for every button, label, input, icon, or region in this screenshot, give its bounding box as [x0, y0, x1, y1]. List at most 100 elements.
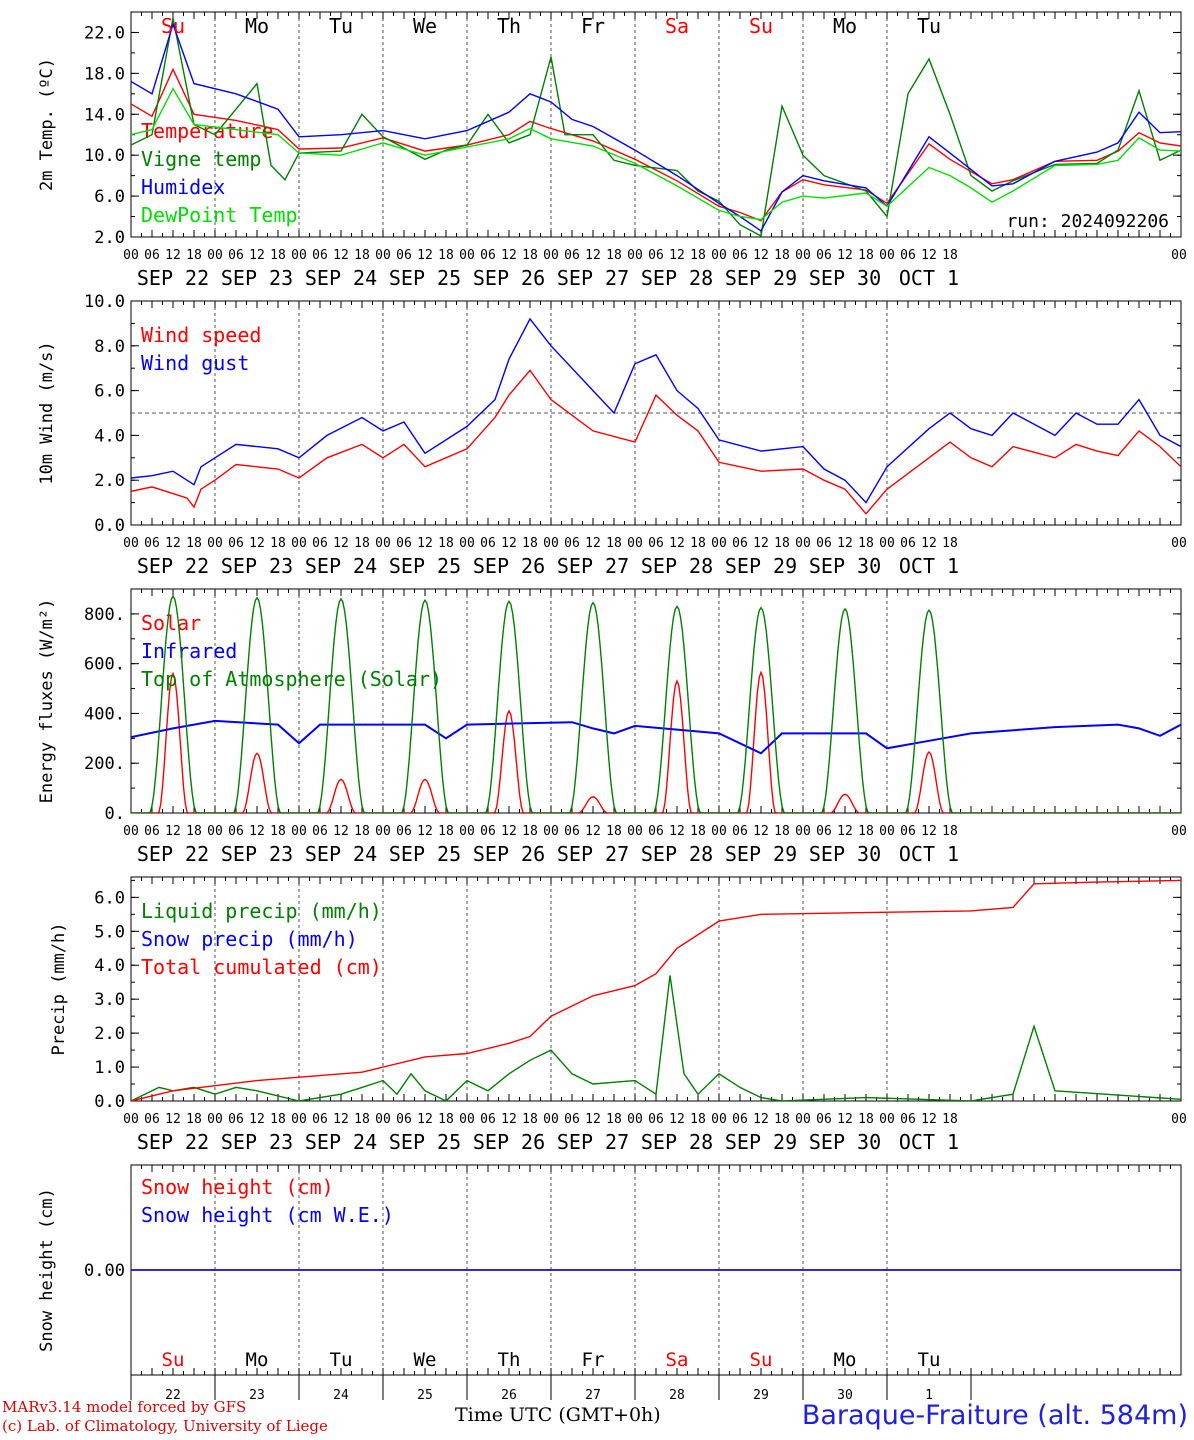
- hour-label: 00: [459, 824, 475, 839]
- date-label: SEP 23: [221, 266, 293, 290]
- day-number-label: 24: [333, 1388, 349, 1403]
- legend-entry: Liquid precip (mm/h): [141, 899, 382, 923]
- hour-label: 00: [207, 248, 223, 263]
- hour-label: 18: [606, 824, 622, 839]
- hour-label: 12: [669, 248, 685, 263]
- bottom-weekday-label: Tu: [918, 1349, 941, 1371]
- hour-label: 18: [186, 536, 202, 551]
- day-number-label: 25: [417, 1388, 433, 1403]
- date-label: SEP 28: [641, 842, 713, 866]
- bottom-weekday-label: Mo: [246, 1349, 269, 1371]
- y-tick-label: 6.0: [94, 888, 125, 908]
- hour-label: 06: [144, 248, 160, 263]
- weekday-label: Th: [497, 14, 521, 38]
- hour-label: 18: [606, 1112, 622, 1127]
- hour-label: 00: [459, 248, 475, 263]
- bottom-weekday-label: Th: [498, 1349, 521, 1371]
- y-tick-label: 600.: [84, 655, 125, 675]
- hour-label: 00: [795, 1112, 811, 1127]
- y-tick-label: 6.0: [94, 187, 125, 207]
- legend-entry: Infrared: [141, 639, 237, 663]
- hour-label: 12: [669, 824, 685, 839]
- y-tick-label: 2.0: [94, 228, 125, 248]
- hour-label: 06: [732, 824, 748, 839]
- hour-label: 06: [900, 1112, 916, 1127]
- hour-label: 18: [690, 1112, 706, 1127]
- hour-label: 06: [312, 536, 328, 551]
- hour-label: 12: [753, 536, 769, 551]
- hour-label: 00: [795, 536, 811, 551]
- hour-label: 06: [732, 1112, 748, 1127]
- hour-label: 00: [123, 248, 139, 263]
- day-number-label: 29: [753, 1388, 769, 1403]
- hour-label: 12: [585, 536, 601, 551]
- hour-label: 12: [249, 1112, 265, 1127]
- hour-label: 06: [396, 536, 412, 551]
- station-name: Baraque-Fraiture (alt. 584m): [801, 1400, 1188, 1431]
- hour-label: 12: [837, 248, 853, 263]
- y-tick-label: 2.0: [94, 471, 125, 491]
- hour-label: 12: [165, 824, 181, 839]
- series-line-temperature: [131, 67, 1181, 222]
- y-tick-label: 22.0: [84, 23, 125, 43]
- series-line-top-of-atmosphere-solar-: [131, 595, 1181, 813]
- date-label: SEP 27: [557, 266, 629, 290]
- date-label: SEP 27: [557, 1130, 629, 1154]
- legend-entry: Snow height (cm W.E.): [141, 1203, 394, 1227]
- hour-label: 00: [291, 536, 307, 551]
- day-number-label: 1: [925, 1388, 933, 1403]
- day-number-label: 26: [501, 1388, 517, 1403]
- series-line-wind-gust: [131, 317, 1181, 504]
- date-label: SEP 25: [389, 842, 461, 866]
- bottom-weekday-label: Mo: [834, 1349, 857, 1371]
- hour-label: 00: [291, 824, 307, 839]
- hour-label: 12: [921, 824, 937, 839]
- hour-label: 00: [543, 1112, 559, 1127]
- hour-label: 00: [543, 536, 559, 551]
- run-annotation: run: 2024092206: [1006, 211, 1169, 232]
- series-line-wind-speed: [131, 369, 1181, 515]
- hour-label: 00: [291, 1112, 307, 1127]
- bottom-weekday-label: Tu: [330, 1349, 353, 1371]
- hour-label: 18: [774, 536, 790, 551]
- hour-label: 00: [711, 1112, 727, 1127]
- hour-label: 12: [417, 1112, 433, 1127]
- hour-label: 06: [228, 824, 244, 839]
- y-tick-label: 18.0: [84, 64, 125, 84]
- date-label: SEP 27: [557, 842, 629, 866]
- hour-label: 12: [921, 1112, 937, 1127]
- hour-label: 00: [375, 1112, 391, 1127]
- model-line-2: (c) Lab. of Climatology, University of L…: [2, 1417, 328, 1435]
- y-tick-label: 14.0: [84, 105, 125, 125]
- hour-label: 12: [753, 1112, 769, 1127]
- hour-label: 12: [417, 536, 433, 551]
- hour-label: 00: [795, 248, 811, 263]
- day-number-label: 27: [585, 1388, 601, 1403]
- y-tick-label: 10.0: [84, 146, 125, 166]
- date-label: OCT 1: [899, 842, 959, 866]
- date-label: SEP 30: [809, 842, 881, 866]
- hour-label: 06: [816, 248, 832, 263]
- panel-4: 0.0 1.0 2.0 3.0 4.0 5.0 6.0 Precip (mm/h) Liquid…: [49, 876, 1187, 1154]
- hour-label: 12: [585, 1112, 601, 1127]
- hour-label: 18: [858, 824, 874, 839]
- hour-label: 00: [1171, 536, 1187, 551]
- date-label: OCT 1: [899, 266, 959, 290]
- hour-label: 12: [837, 536, 853, 551]
- date-label: SEP 29: [725, 266, 797, 290]
- y-axis-label: 10m Wind (m/s): [37, 341, 57, 484]
- hour-label: 00: [543, 248, 559, 263]
- hour-label: 12: [669, 1112, 685, 1127]
- hour-label: 06: [144, 1112, 160, 1127]
- hour-label: 06: [312, 1112, 328, 1127]
- hour-label: 12: [669, 536, 685, 551]
- y-tick-label: 2.0: [94, 1024, 125, 1044]
- y-axis-label: Snow height (cm): [37, 1188, 57, 1352]
- hour-label: 18: [270, 248, 286, 263]
- date-label: SEP 23: [221, 554, 293, 578]
- legend-entry: Wind speed: [141, 323, 261, 347]
- date-label: SEP 24: [305, 842, 377, 866]
- hour-label: 06: [648, 1112, 664, 1127]
- hour-label: 00: [879, 824, 895, 839]
